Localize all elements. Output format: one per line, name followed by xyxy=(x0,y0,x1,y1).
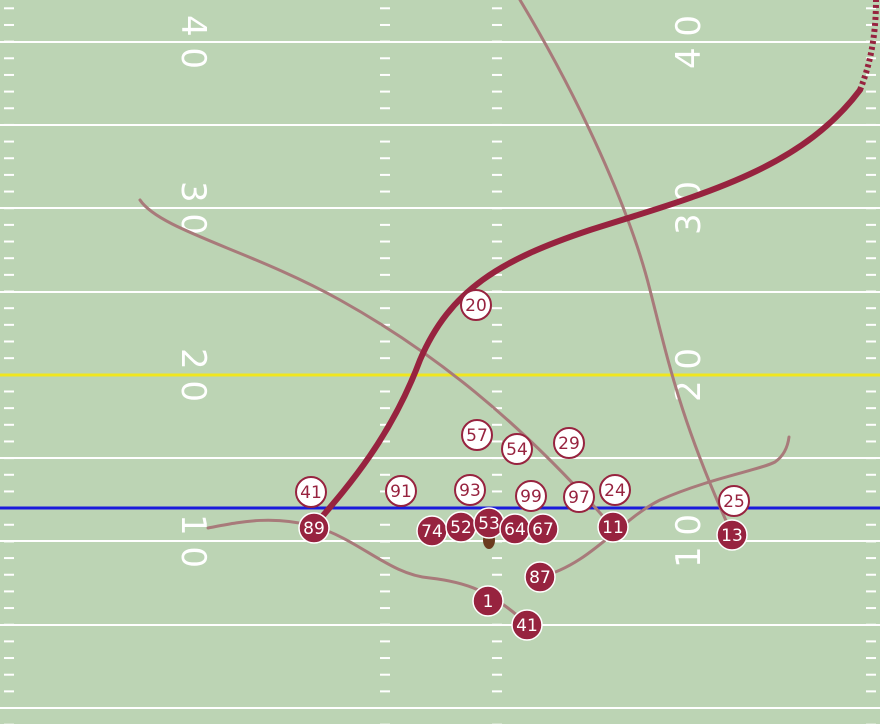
yard-number-left-40: 4 0 xyxy=(173,15,213,69)
defense-player-marker xyxy=(515,480,547,512)
defense-player-number: 54 xyxy=(506,440,528,460)
defense-player-number: 29 xyxy=(558,434,580,454)
offense-player-number: 53 xyxy=(478,514,500,534)
offense-player-52: 52 xyxy=(445,511,477,543)
defense-player-54: 54 xyxy=(501,433,533,465)
offense-player-74: 74 xyxy=(416,515,448,547)
route-13-go xyxy=(518,0,734,536)
defense-player-marker xyxy=(553,427,585,459)
offense-player-87: 87 xyxy=(524,561,556,593)
defense-player-24: 24 xyxy=(599,474,631,506)
defense-player-marker xyxy=(385,475,417,507)
offense-player-marker xyxy=(597,511,629,543)
defense-player-93: 93 xyxy=(454,474,486,506)
offense-player-number: 64 xyxy=(504,520,526,540)
defense-player-number: 99 xyxy=(520,487,542,507)
defense-player-number: 91 xyxy=(390,482,412,502)
offense-player-number: 1 xyxy=(483,592,494,612)
offense-player-number: 11 xyxy=(602,518,624,538)
defense-player-number: 97 xyxy=(568,488,590,508)
defense-player-number: 57 xyxy=(466,426,488,446)
defense-player-97: 97 xyxy=(563,481,595,513)
offense-player-41-offense: 41 xyxy=(511,609,543,641)
offense-player-number: 67 xyxy=(532,520,554,540)
defense-player-marker xyxy=(563,481,595,513)
offense-player-marker xyxy=(472,585,504,617)
offense-player-67: 67 xyxy=(527,513,559,545)
defense-player-57: 57 xyxy=(461,419,493,451)
defense-player-20: 20 xyxy=(460,289,492,321)
offense-player-53: 53 xyxy=(473,507,505,539)
defense-player-91: 91 xyxy=(385,475,417,507)
defense-player-number: 41 xyxy=(300,483,322,503)
defense-player-41-defense: 41 xyxy=(295,476,327,508)
defense-player-29: 29 xyxy=(553,427,585,459)
offense-player-number: 41 xyxy=(516,616,538,636)
defense-player-marker xyxy=(454,474,486,506)
defense-player-marker xyxy=(501,433,533,465)
yard-number-right-10: 1 0 xyxy=(669,514,709,568)
route-87 xyxy=(538,435,791,579)
defense-player-number: 20 xyxy=(465,296,487,316)
defense-player-number: 24 xyxy=(604,481,626,501)
offense-player-64: 64 xyxy=(499,513,531,545)
defense-player-marker xyxy=(460,289,492,321)
defense-player-99: 99 xyxy=(515,480,547,512)
offense-player-89: 89 xyxy=(298,512,330,544)
offense-player-marker xyxy=(716,519,748,551)
yard-number-right-30: 3 0 xyxy=(669,181,709,235)
offense-player-number: 89 xyxy=(303,519,325,539)
defense-players: 41 91 93 57 54 29 99 97 24 25 20 xyxy=(295,289,750,517)
offense-player-11: 11 xyxy=(597,511,629,543)
offense-players: 89 74 52 53 64 67 11 13 87 1 41 xyxy=(298,507,748,641)
offense-player-marker xyxy=(511,609,543,641)
defense-player-marker xyxy=(718,485,750,517)
yard-number-right-40: 4 0 xyxy=(669,15,709,69)
defense-player-25: 25 xyxy=(718,485,750,517)
defense-player-number: 93 xyxy=(459,481,481,501)
offense-player-number: 13 xyxy=(721,526,743,546)
offense-player-1: 1 xyxy=(472,585,504,617)
offense-player-marker xyxy=(527,513,559,545)
offense-player-number: 87 xyxy=(529,568,551,588)
route-41-offense xyxy=(206,518,529,626)
offense-player-marker xyxy=(298,512,330,544)
defense-player-marker xyxy=(461,419,493,451)
route-defender-20-drop xyxy=(138,198,617,532)
defense-player-number: 25 xyxy=(723,492,745,512)
defense-player-marker xyxy=(599,474,631,506)
offense-player-number: 52 xyxy=(450,518,472,538)
hash-marks xyxy=(4,7,876,724)
offense-player-13: 13 xyxy=(716,519,748,551)
secondary-routes xyxy=(138,0,791,626)
offense-player-marker xyxy=(524,561,556,593)
route-89-post xyxy=(311,87,863,529)
offense-player-number: 74 xyxy=(421,522,443,542)
defense-player-marker xyxy=(295,476,327,508)
yard-number-left-10: 1 0 xyxy=(173,514,213,568)
